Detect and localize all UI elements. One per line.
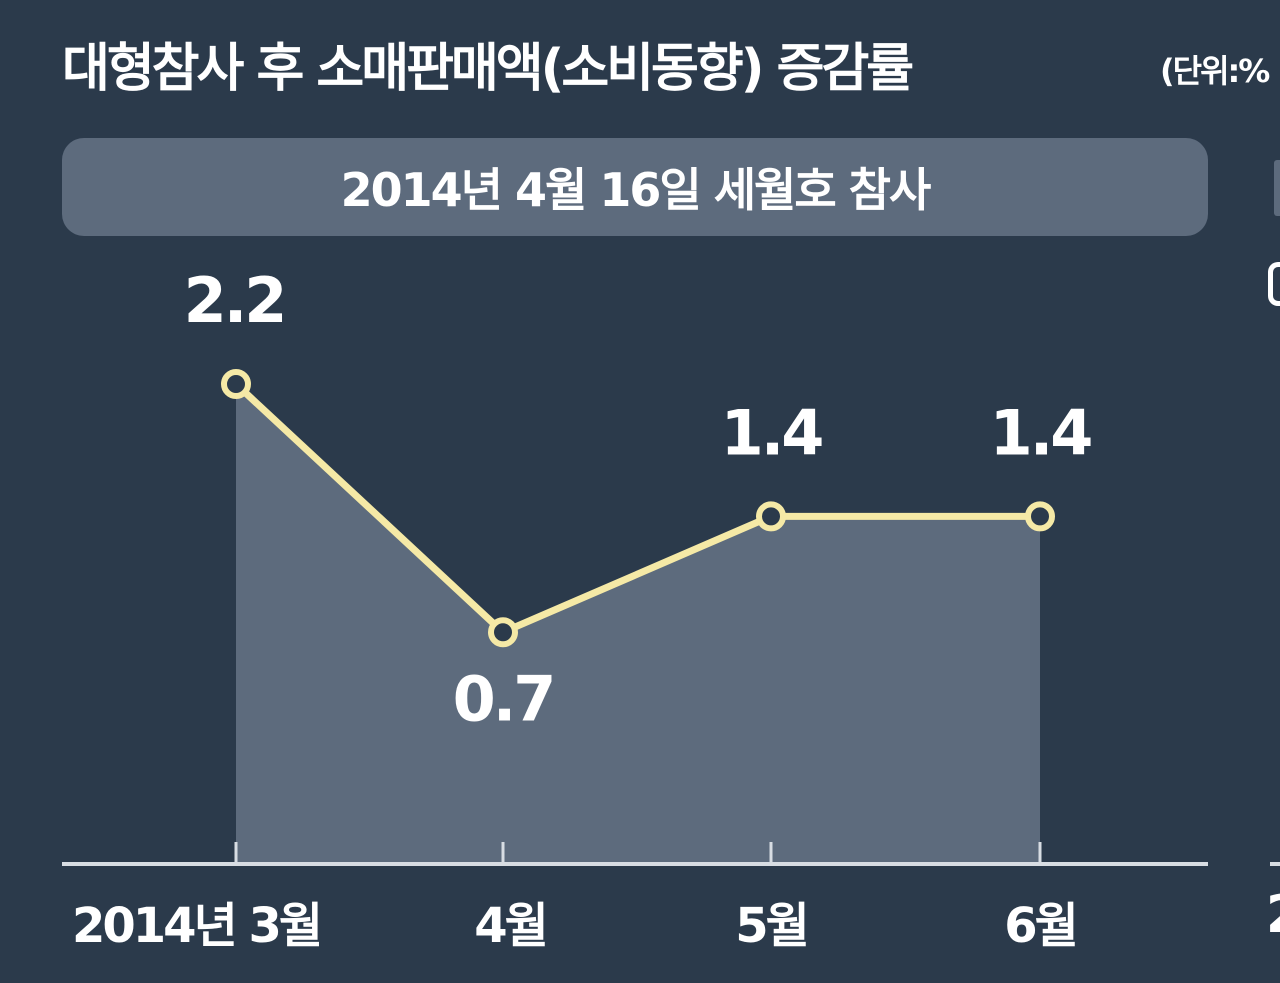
x-tick-label-3: 5월 — [735, 898, 807, 954]
unit-label: (단위:% — [1160, 52, 1270, 90]
data-point-2 — [488, 617, 518, 648]
next-panel-label-edge: 2 — [1266, 890, 1280, 940]
x-tick-label-2: 4월 — [474, 898, 546, 954]
x-tick-label-1: 2014년 3월 — [72, 898, 320, 954]
data-label-1: 2.2 — [184, 264, 285, 337]
data-label-3: 1.4 — [721, 396, 823, 469]
next-panel-banner-edge — [1274, 160, 1280, 216]
next-panel-label: 2 — [1266, 890, 1280, 940]
area-fill — [236, 384, 1040, 864]
event-banner-label: 2014년 4월 16일 세월호 참사 — [340, 163, 932, 217]
data-point-1 — [221, 369, 251, 399]
data-label-4: 1.4 — [990, 396, 1092, 469]
next-panel-paren-edge — [1268, 262, 1280, 306]
data-label-2: 0.7 — [453, 662, 554, 735]
data-point-3 — [756, 501, 786, 532]
data-point-4 — [1025, 501, 1055, 532]
next-panel-axis-edge — [1270, 862, 1280, 866]
x-tick-label-4: 6월 — [1004, 898, 1076, 954]
series-line — [232, 380, 1044, 636]
event-banner: 2014년 4월 16일 세월호 참사 — [62, 138, 1208, 236]
chart-title: 대형참사 후 소매판매액(소비동향) 증감률 — [62, 39, 914, 99]
